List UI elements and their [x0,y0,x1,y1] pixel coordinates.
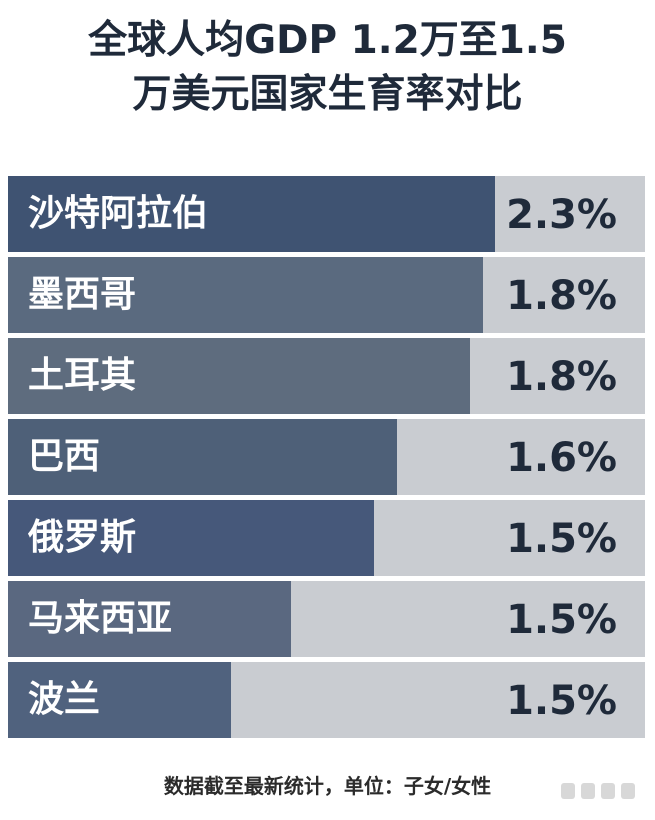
value-label: 1.5% [506,597,617,643]
value-label: 2.3% [506,192,617,238]
chart-title: 全球人均GDP 1.2万至1.5 万美元国家生育率对比 [0,14,655,122]
value-label: 1.5% [506,678,617,724]
bar [8,662,231,738]
value-label: 1.5% [506,516,617,562]
category-label: 墨西哥 [28,274,137,315]
bar [8,176,495,252]
bar-row: 马来西亚 1.5% [8,581,645,657]
bar [8,338,470,414]
bar-row: 沙特阿拉伯 2.3% [8,176,645,252]
bar-row: 墨西哥 1.8% [8,257,645,333]
category-label: 巴西 [28,436,101,477]
category-label: 土耳其 [28,355,137,396]
chart-title-line-2: 万美元国家生育率对比 [132,72,523,117]
category-label: 沙特阿拉伯 [28,193,209,234]
bar [8,581,291,657]
value-label: 1.6% [506,435,617,481]
category-label: 俄罗斯 [28,517,137,558]
bar-row: 巴西 1.6% [8,419,645,495]
chart-footnote: 数据截至最新统计，单位：子女/女性 [163,774,492,798]
value-label: 1.8% [506,273,617,319]
bar-row: 波兰 1.5% [8,662,645,738]
category-label: 马来西亚 [28,598,173,639]
bar-chart: 沙特阿拉伯 2.3% 墨西哥 1.8% 土耳其 1.8% 巴西 1.6% 俄罗斯 1.5% 马来西亚… [8,176,645,738]
category-label: 波兰 [28,679,101,720]
bar-row: 土耳其 1.8% [8,338,645,414]
watermark-icon [561,783,635,799]
bar [8,257,483,333]
value-label: 1.8% [506,354,617,400]
chart-title-line-1: 全球人均GDP 1.2万至1.5 [88,18,567,63]
bar [8,500,374,576]
bar [8,419,397,495]
bar-row: 俄罗斯 1.5% [8,500,645,576]
